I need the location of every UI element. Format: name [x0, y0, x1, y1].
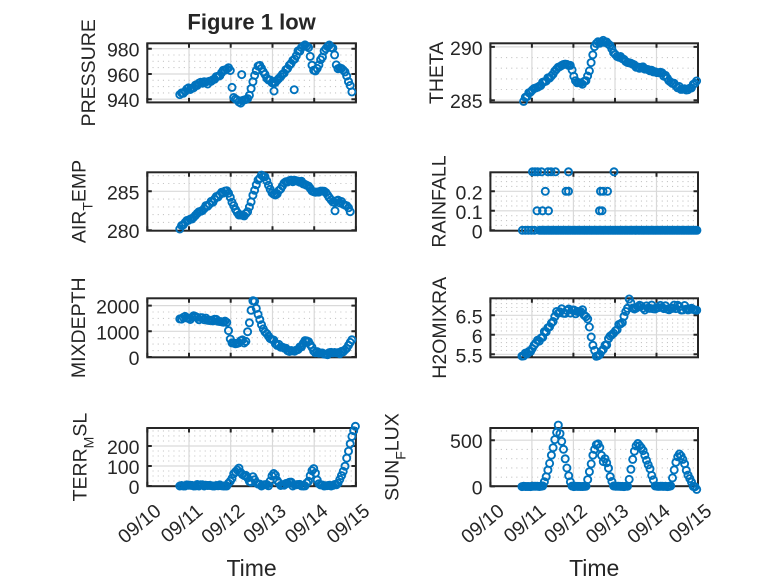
svg-text:0: 0: [472, 477, 483, 499]
svg-text:940: 940: [107, 90, 140, 112]
svg-text:200: 200: [107, 437, 140, 459]
svg-text:RAINFALL: RAINFALL: [428, 155, 450, 247]
svg-text:0: 0: [472, 221, 483, 243]
svg-text:980: 980: [107, 40, 140, 62]
svg-text:Figure 1 low: Figure 1 low: [187, 10, 316, 35]
svg-text:Time: Time: [569, 555, 619, 581]
svg-text:0.1: 0.1: [455, 202, 482, 224]
svg-text:290: 290: [450, 38, 483, 60]
svg-text:2000: 2000: [96, 297, 140, 319]
svg-text:PRESSURE: PRESSURE: [78, 19, 100, 126]
svg-text:THETA: THETA: [426, 42, 448, 104]
svg-text:285: 285: [107, 182, 140, 204]
svg-text:H2OMIXRA: H2OMIXRA: [429, 277, 451, 379]
svg-text:280: 280: [107, 221, 140, 243]
svg-text:0.2: 0.2: [455, 182, 482, 204]
svg-text:5.5: 5.5: [455, 345, 482, 367]
svg-text:500: 500: [450, 431, 483, 453]
svg-text:0: 0: [129, 477, 140, 499]
svg-text:MIXDEPTH: MIXDEPTH: [68, 277, 90, 378]
svg-text:6: 6: [472, 326, 483, 348]
svg-text:0: 0: [129, 348, 140, 370]
svg-text:960: 960: [107, 65, 140, 87]
svg-text:100: 100: [107, 457, 140, 479]
svg-text:1000: 1000: [96, 322, 140, 344]
svg-text:6.5: 6.5: [455, 306, 482, 328]
svg-text:Time: Time: [226, 555, 276, 581]
svg-text:285: 285: [450, 91, 483, 113]
